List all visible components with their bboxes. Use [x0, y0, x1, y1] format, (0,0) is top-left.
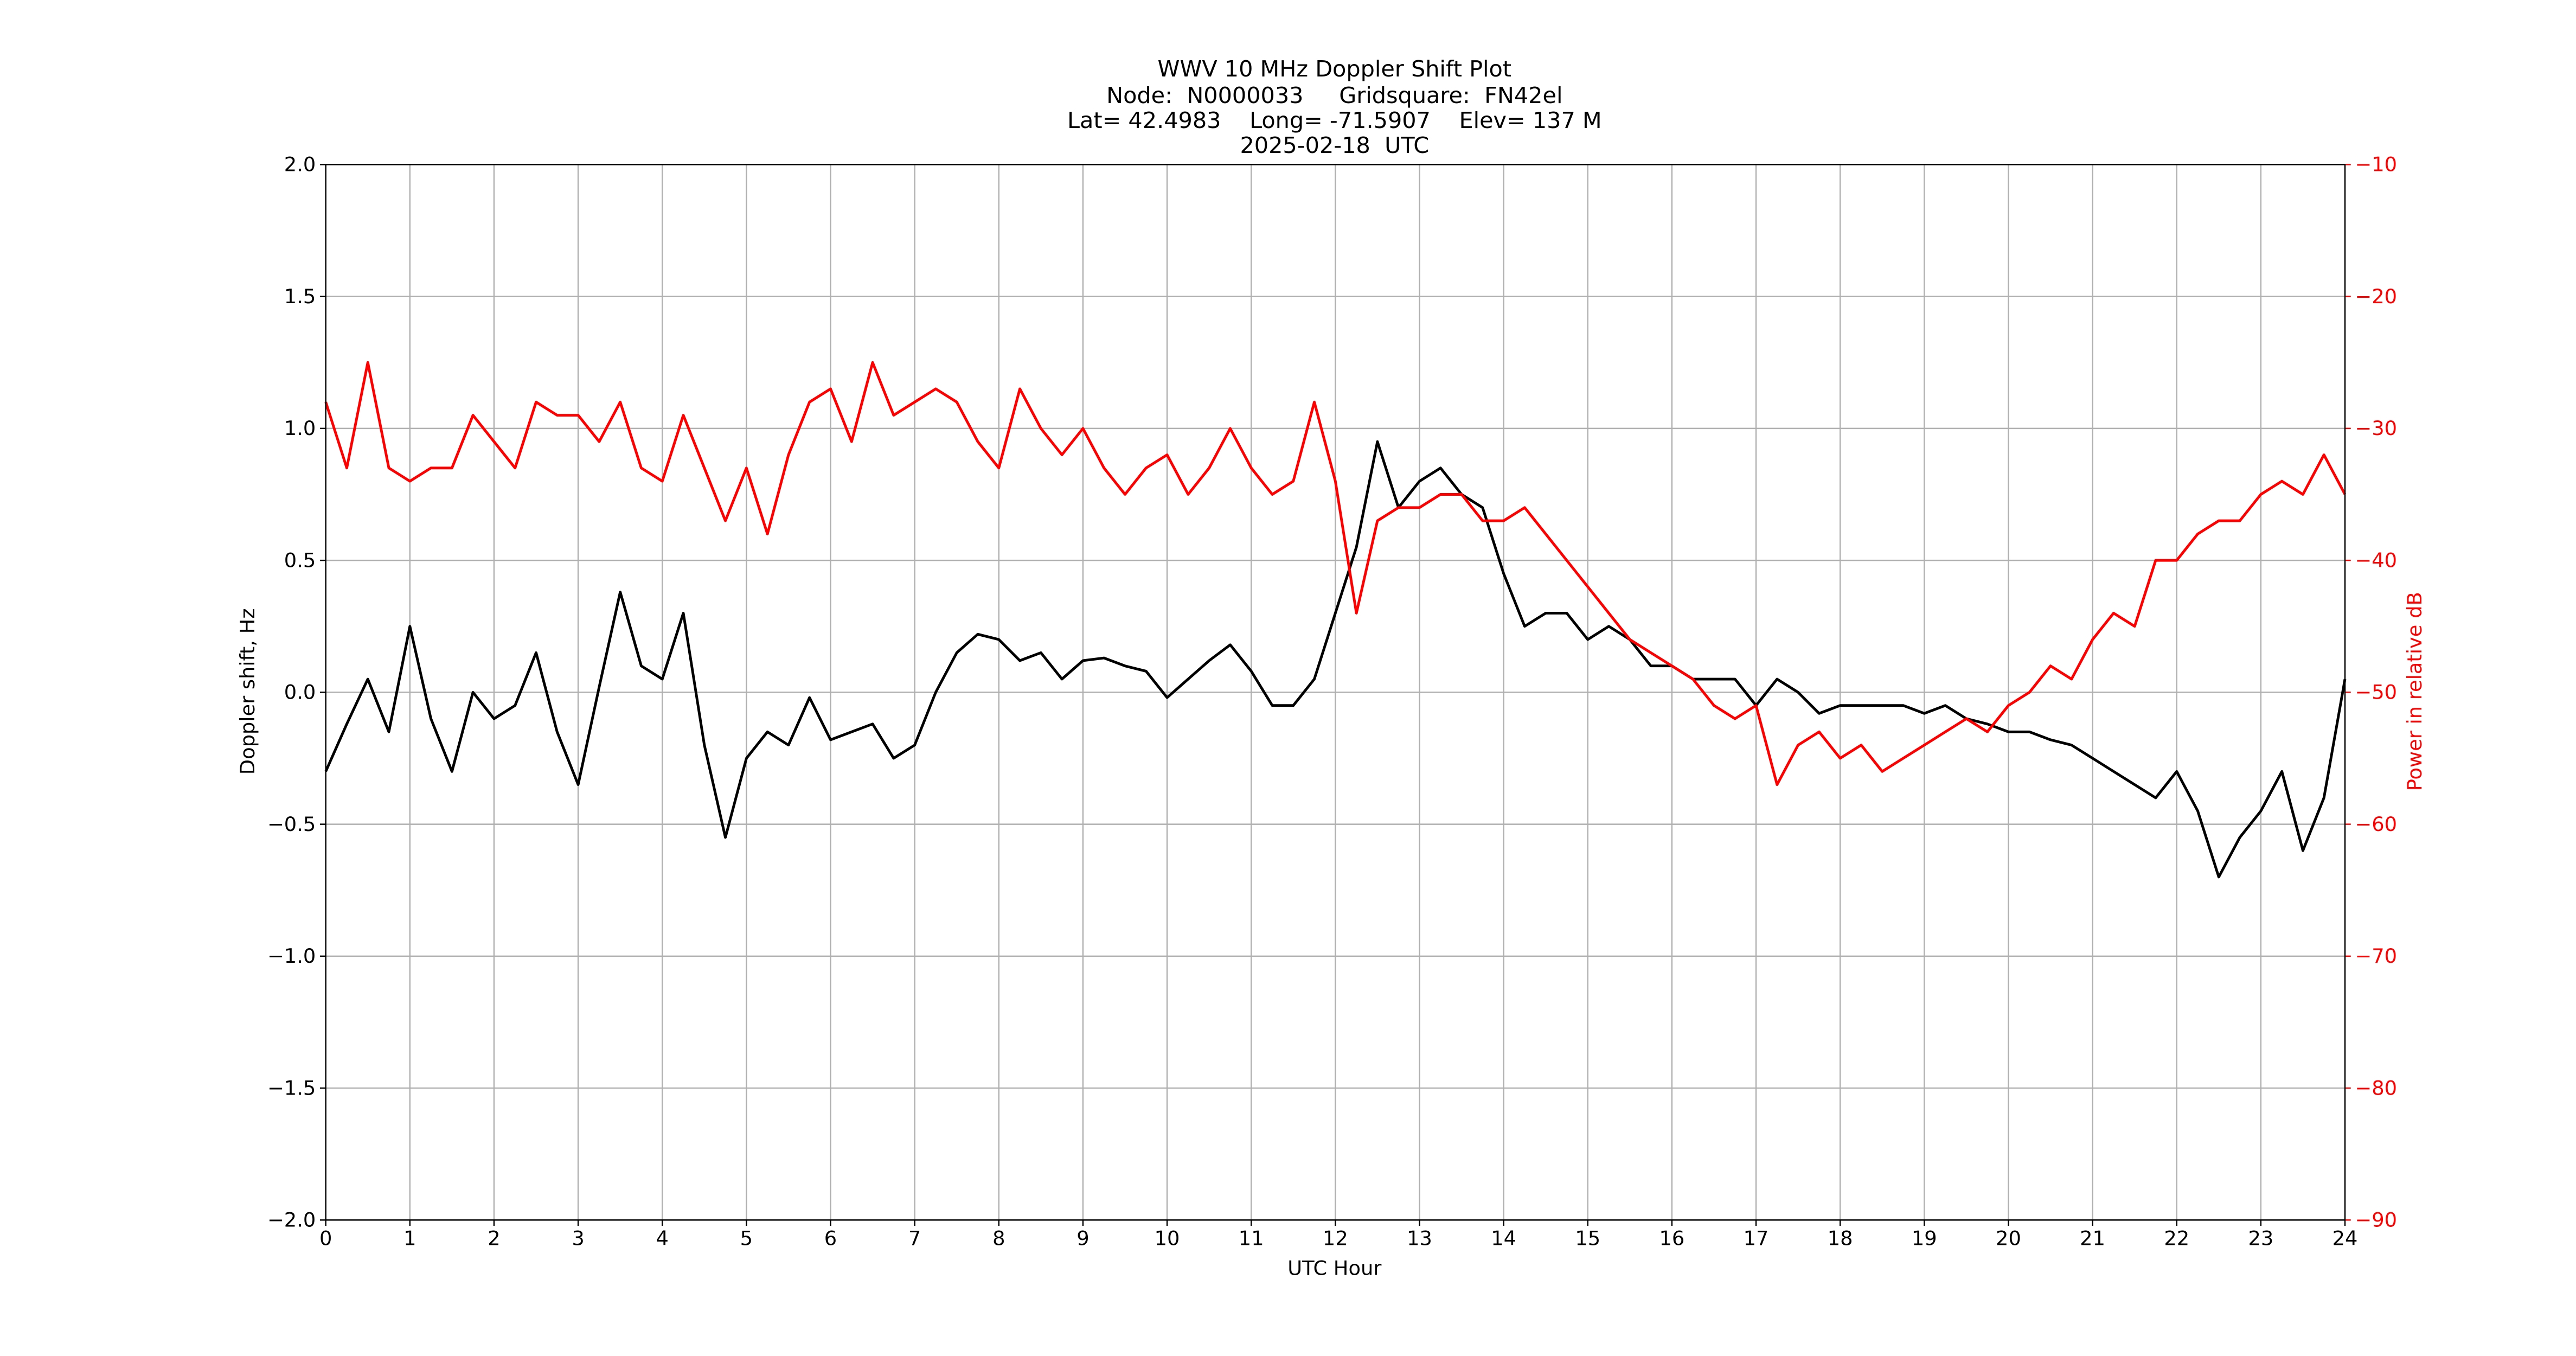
y2-tick-label: −40: [2355, 548, 2397, 572]
x-axis-label: UTC Hour: [1287, 1256, 1382, 1280]
y-tick-label: 1.5: [284, 285, 316, 308]
y-axis-label: Doppler shift, Hz: [236, 608, 259, 775]
y2-tick-label: −70: [2355, 944, 2397, 968]
x-tick-label: 17: [1744, 1226, 1769, 1250]
x-tick-label: 2: [488, 1226, 500, 1250]
x-tick-label: 7: [908, 1226, 921, 1250]
x-tick-label: 19: [1912, 1226, 1937, 1250]
y-tick-label: −1.5: [267, 1076, 316, 1099]
y2-tick-label: −20: [2355, 285, 2397, 308]
x-tick-label: 14: [1491, 1226, 1516, 1250]
y-tick-label: 0.5: [284, 548, 316, 572]
x-tick-label: 11: [1239, 1226, 1264, 1250]
x-tick-label: 24: [2333, 1226, 2358, 1250]
x-tick-label: 15: [1575, 1226, 1600, 1250]
y-tick-label: 1.0: [284, 417, 316, 440]
y2-tick-label: −30: [2355, 417, 2397, 440]
y2-tick-label: −90: [2355, 1208, 2397, 1232]
title-line: 2025-02-18 UTC: [1240, 132, 1429, 158]
y-tick-label: −1.0: [267, 944, 316, 968]
x-tick-label: 21: [2080, 1226, 2105, 1250]
y-tick-label: 2.0: [284, 153, 316, 176]
title-line: Node: N0000033 Gridsquare: FN42el: [1106, 82, 1562, 108]
title-line: WWV 10 MHz Doppler Shift Plot: [1158, 56, 1512, 82]
y-tick-label: −0.5: [267, 813, 316, 836]
x-tick-label: 6: [824, 1226, 837, 1250]
x-tick-label: 1: [403, 1226, 416, 1250]
x-tick-label: 16: [1659, 1226, 1684, 1250]
x-tick-label: 20: [1996, 1226, 2021, 1250]
x-tick-label: 10: [1155, 1226, 1180, 1250]
x-tick-label: 13: [1407, 1226, 1432, 1250]
y2-tick-label: −50: [2355, 681, 2397, 704]
x-tick-label: 9: [1076, 1226, 1089, 1250]
y2-axis-label: Power in relative dB: [2403, 592, 2426, 791]
data-line: [324, 440, 2347, 879]
x-tick-label: 4: [656, 1226, 669, 1250]
data-line: [324, 361, 2347, 786]
x-tick-label: 23: [2248, 1226, 2273, 1250]
title-line: Lat= 42.4983 Long= -71.5907 Elev= 137 M: [1067, 107, 1602, 133]
y2-tick-label: −10: [2355, 153, 2397, 176]
plot-frame: [325, 164, 2346, 1221]
x-tick-label: 8: [992, 1226, 1005, 1250]
x-tick-label: 22: [2164, 1226, 2189, 1250]
x-tick-label: 3: [572, 1226, 584, 1250]
x-tick-label: 12: [1323, 1226, 1348, 1250]
x-tick-label: 5: [740, 1226, 753, 1250]
y2-tick-label: −80: [2355, 1076, 2397, 1099]
y2-tick-label: −60: [2355, 813, 2397, 836]
x-tick-label: 18: [1828, 1226, 1853, 1250]
y-tick-label: 0.0: [284, 681, 316, 704]
y-tick-label: −2.0: [267, 1208, 316, 1232]
x-tick-label: 0: [319, 1226, 332, 1250]
